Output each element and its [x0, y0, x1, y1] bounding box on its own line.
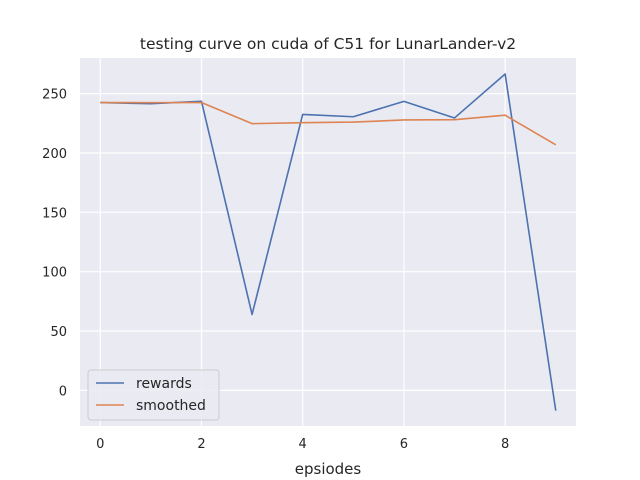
x-tick-label: 8	[501, 437, 509, 452]
x-axis: 0 2 4 6 8	[96, 437, 509, 452]
chart-title: testing curve on cuda of C51 for LunarLa…	[140, 35, 516, 53]
y-tick-label: 150	[42, 206, 67, 221]
series-group	[100, 73, 557, 411]
y-tick-label: 50	[50, 325, 67, 340]
y-tick-label: 100	[42, 266, 67, 281]
x-tick-label: 2	[197, 437, 205, 452]
legend-label-rewards: rewards	[136, 376, 192, 392]
x-tick-label: 6	[400, 437, 408, 452]
y-tick-label: 0	[59, 384, 67, 399]
legend: rewards smoothed	[87, 369, 220, 421]
x-axis-label: epsiodes	[295, 460, 362, 478]
y-tick-label: 250	[42, 88, 67, 103]
series-line-smoothed	[100, 101, 557, 146]
x-tick-label: 4	[299, 437, 307, 452]
y-tick-label: 200	[42, 147, 67, 162]
y-axis: 0 50 100 150 200 250	[42, 88, 67, 400]
grid-lines	[80, 58, 576, 426]
x-tick-label: 0	[96, 437, 104, 452]
plot-area	[80, 58, 576, 426]
legend-label-smoothed: smoothed	[136, 398, 206, 414]
